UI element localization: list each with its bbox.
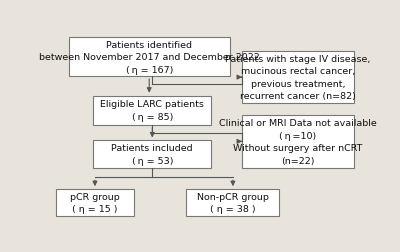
Text: Patients included
( η = 53): Patients included ( η = 53)	[112, 144, 193, 165]
FancyBboxPatch shape	[242, 52, 354, 104]
Text: Patients identified
between November 2017 and December 2022
( η = 167): Patients identified between November 201…	[39, 41, 260, 74]
Text: pCR group
( η = 15 ): pCR group ( η = 15 )	[70, 192, 120, 214]
Text: Non-pCR group
( η = 38 ): Non-pCR group ( η = 38 )	[197, 192, 269, 214]
Text: Clinical or MRI Data not available
( η =10)
Without surgery after nCRT
(n=22): Clinical or MRI Data not available ( η =…	[219, 119, 377, 165]
FancyBboxPatch shape	[56, 189, 134, 216]
FancyBboxPatch shape	[242, 116, 354, 168]
FancyBboxPatch shape	[186, 189, 279, 216]
FancyBboxPatch shape	[94, 96, 211, 125]
Text: Eligible LARC patients
( η = 85): Eligible LARC patients ( η = 85)	[100, 100, 204, 121]
FancyBboxPatch shape	[94, 141, 211, 168]
Text: Patients with stage IV disease,
mucinous rectal cancer,
previous treatment,
recu: Patients with stage IV disease, mucinous…	[225, 55, 371, 101]
FancyBboxPatch shape	[69, 38, 230, 77]
